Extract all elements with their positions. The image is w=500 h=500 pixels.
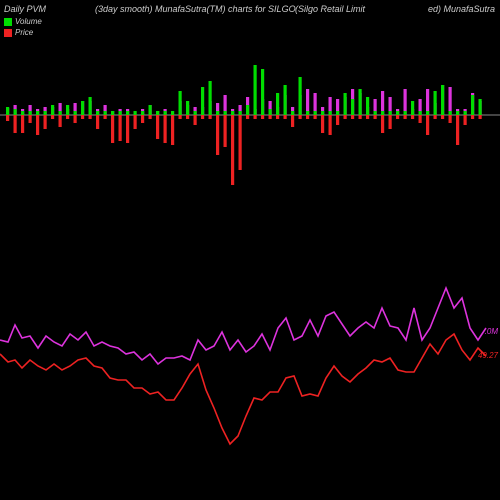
legend-item: Price xyxy=(4,27,42,38)
legend-swatch xyxy=(4,18,12,26)
legend: Volume Price xyxy=(4,16,42,38)
legend-label: Volume xyxy=(15,17,42,26)
axis-label: 49.27 xyxy=(478,351,498,360)
legend-item: Volume xyxy=(4,16,42,27)
legend-label: Price xyxy=(15,28,33,37)
price-volume-line-chart xyxy=(0,280,500,480)
pvm-bar-chart xyxy=(0,55,500,215)
header-mid2: (Silgo Retail Limit xyxy=(295,4,365,14)
header-mid1: (3day smooth) MunafaSutra(TM) charts for… xyxy=(95,4,296,14)
chart-header: Daily PVM (3day smooth) MunafaSutra(TM) … xyxy=(0,4,500,16)
header-left: Daily PVM xyxy=(4,4,46,14)
header-right: ed) MunafaSutra xyxy=(428,4,495,14)
axis-label: .0M xyxy=(485,327,498,336)
legend-swatch xyxy=(4,29,12,37)
